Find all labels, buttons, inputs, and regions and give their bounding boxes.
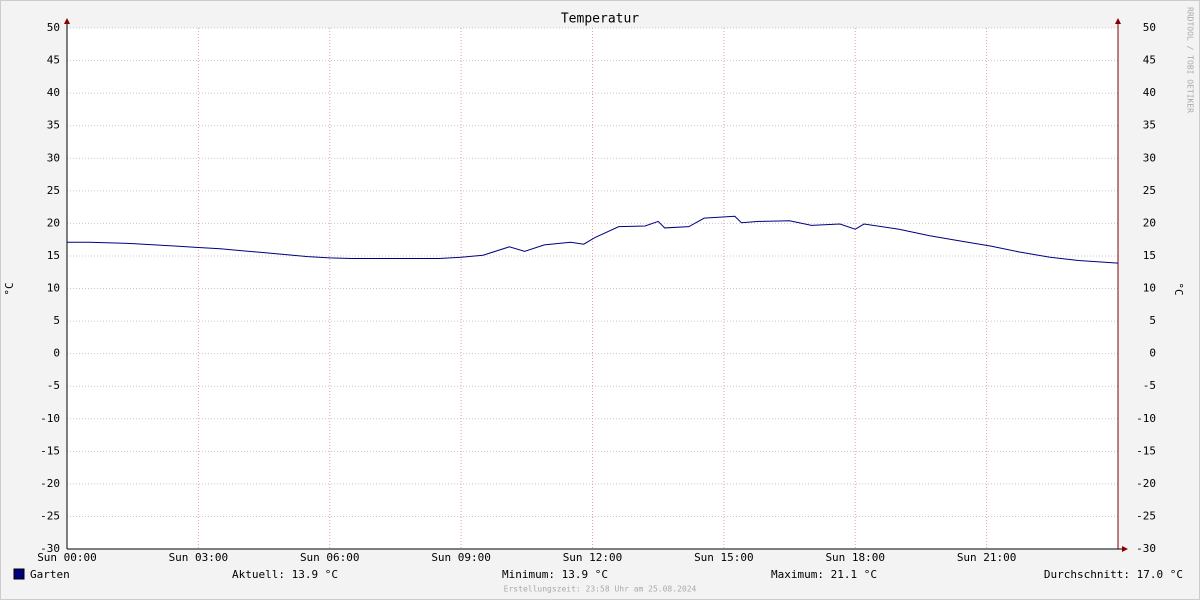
stat: Minimum: 13.9 °C: [502, 568, 608, 581]
y-tick-label: -10: [40, 412, 60, 425]
x-tick-label: Sun 12:00: [563, 551, 623, 564]
y-tick-label: 5: [53, 314, 60, 327]
y2-tick-label: -30: [1136, 542, 1156, 555]
footer: Erstellungszeit: 23:58 Uhr am 25.08.2024: [504, 585, 697, 594]
y2-tick-label: 30: [1143, 151, 1156, 164]
y2-tick-label: 45: [1143, 54, 1156, 67]
y-tick-label: 45: [47, 54, 60, 67]
x-tick-label: Sun 03:00: [169, 551, 229, 564]
y-tick-label: -20: [40, 477, 60, 490]
y2-tick-label: 5: [1149, 314, 1156, 327]
y2-tick-label: 40: [1143, 86, 1156, 99]
y2-tick-label: 50: [1143, 21, 1156, 34]
x-tick-label: Sun 06:00: [300, 551, 360, 564]
y-axis-label: °C: [3, 282, 16, 295]
line: [67, 215, 1119, 264]
y2-tick-label: 10: [1143, 282, 1156, 295]
arrow: [1115, 18, 1121, 24]
y2-tick-label: -25: [1136, 509, 1156, 522]
y-tick-label: -15: [40, 444, 60, 457]
y-tick-label: -25: [40, 509, 60, 522]
y-tick-label: 35: [47, 119, 60, 132]
y-tick-label: 0: [53, 347, 60, 360]
y-tick-label: -5: [47, 379, 60, 392]
y2-tick-label: -15: [1136, 444, 1156, 457]
y-tick-label: -30: [40, 542, 60, 555]
y-tick-label: 25: [47, 184, 60, 197]
stat: Maximum: 21.1 °C: [771, 568, 877, 581]
x-tick-label: Sun 18:00: [825, 551, 885, 564]
y2-tick-label: -20: [1136, 477, 1156, 490]
y2-tick-label: -5: [1143, 379, 1156, 392]
stat: Aktuell: 13.9 °C: [232, 568, 338, 581]
y-tick-label: 15: [47, 249, 60, 262]
stat: Durchschnitt: 17.0 °C: [1044, 568, 1183, 581]
legend-swatch: [13, 568, 25, 580]
y-tick-label: 30: [47, 151, 60, 164]
x-tick-label: Sun 00:00: [37, 551, 97, 564]
y2-tick-label: 0: [1149, 347, 1156, 360]
y2-tick-label: 15: [1143, 249, 1156, 262]
legend-label: Garten: [30, 568, 70, 581]
chart-title: Temperatur: [561, 12, 639, 27]
x-tick-label: Sun 09:00: [431, 551, 491, 564]
x-tick-label: Sun 15:00: [694, 551, 754, 564]
y-tick-label: 20: [47, 216, 60, 229]
y2-tick-label: 20: [1143, 216, 1156, 229]
y2-tick-label: 35: [1143, 119, 1156, 132]
arrow: [1122, 546, 1128, 552]
y2-tick-label: -10: [1136, 412, 1156, 425]
y2-axis-label: °C: [1172, 282, 1185, 295]
watermark: RRDTOOL / TOBI OETIKER: [1186, 7, 1195, 113]
arrow: [64, 18, 70, 24]
y-tick-label: 50: [47, 21, 60, 34]
y-tick-label: 40: [47, 86, 60, 99]
x-tick-label: Sun 21:00: [957, 551, 1017, 564]
y-tick-label: 10: [47, 282, 60, 295]
y2-tick-label: 25: [1143, 184, 1156, 197]
